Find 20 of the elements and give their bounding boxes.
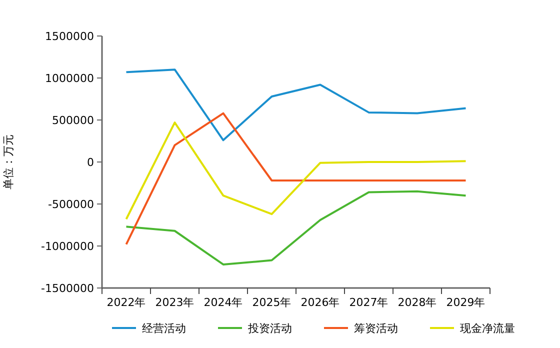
x-tick-label: 2027年 <box>349 296 388 309</box>
legend-label: 现金净流量 <box>460 322 515 335</box>
y-tick-label: -1000000 <box>41 240 94 253</box>
legend-label: 经营活动 <box>142 322 186 335</box>
y-tick-label: 0 <box>87 156 94 169</box>
x-tick-label: 2028年 <box>398 296 437 309</box>
x-tick-label: 2025年 <box>252 296 292 309</box>
x-tick-label: 2022年 <box>106 296 146 309</box>
y-axis-title: 单位：万元 <box>2 134 15 190</box>
x-tick-label: 2024年 <box>204 296 243 309</box>
y-tick-label: 1500000 <box>45 30 94 43</box>
legend-label: 筹资活动 <box>354 322 398 335</box>
x-tick-label: 2026年 <box>300 296 340 309</box>
x-tick-label: 2023年 <box>155 296 194 309</box>
y-tick-label: -1500000 <box>41 282 94 295</box>
y-tick-label: 500000 <box>52 114 94 127</box>
y-tick-label: 1000000 <box>45 72 94 85</box>
legend-label: 投资活动 <box>247 322 292 335</box>
y-tick-label: -500000 <box>48 198 94 211</box>
x-tick-label: 2029年 <box>446 296 486 309</box>
